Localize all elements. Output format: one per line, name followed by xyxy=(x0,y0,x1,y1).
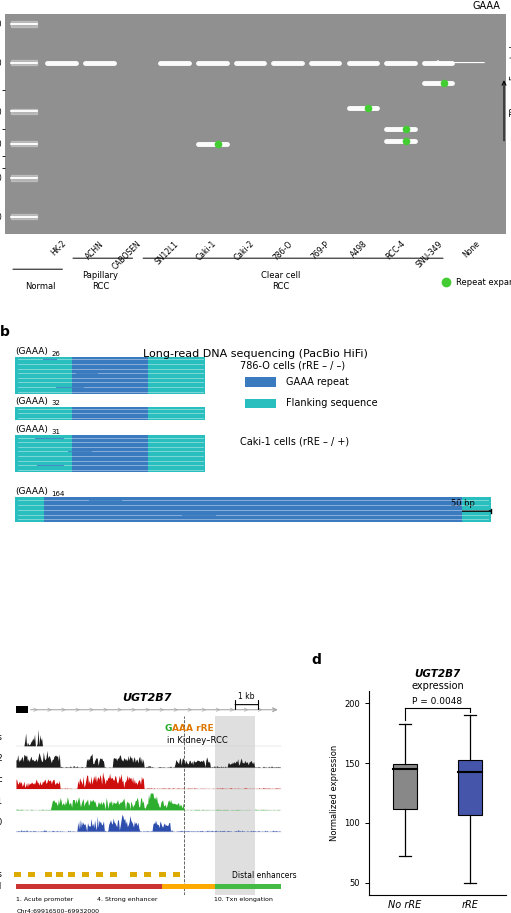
Bar xyxy=(158,873,166,877)
Text: SN12L1: SN12L1 xyxy=(154,239,181,266)
Text: 1 kb: 1 kb xyxy=(238,691,255,700)
Bar xyxy=(245,399,275,408)
Bar xyxy=(392,764,417,809)
Text: None: None xyxy=(462,239,482,259)
Bar xyxy=(162,884,215,888)
Text: Clear cell
RCC: Clear cell RCC xyxy=(261,271,300,291)
Bar xyxy=(56,873,63,877)
Text: P = 0.0048: P = 0.0048 xyxy=(412,697,462,706)
Bar xyxy=(43,497,462,522)
Text: Repeat expansion: Repeat expansion xyxy=(456,278,511,287)
Text: Caki-1 cells (rRE – / +): Caki-1 cells (rRE – / +) xyxy=(241,436,350,446)
Bar xyxy=(14,873,21,877)
Text: Normal: Normal xyxy=(25,282,55,291)
Bar xyxy=(15,497,491,522)
Text: d: d xyxy=(312,653,321,667)
Text: p300: p300 xyxy=(0,818,2,827)
Y-axis label: Normalized expression: Normalized expression xyxy=(330,745,339,841)
Bar xyxy=(144,873,151,877)
Text: UGT2B7: UGT2B7 xyxy=(123,694,172,703)
Text: GAAA repeat: GAAA repeat xyxy=(286,377,349,387)
Bar xyxy=(15,436,205,472)
Bar xyxy=(64,884,162,888)
Text: H3K4me1: H3K4me1 xyxy=(0,797,2,805)
Bar xyxy=(16,706,28,713)
Text: Caki-1: Caki-1 xyxy=(195,239,219,263)
Bar xyxy=(15,357,205,394)
Bar xyxy=(72,407,148,420)
Bar xyxy=(45,873,52,877)
Bar xyxy=(28,873,35,877)
Bar xyxy=(82,873,89,877)
Text: expression: expression xyxy=(411,681,464,691)
Text: rREs: rREs xyxy=(0,732,2,741)
Text: Papillary
RCC: Papillary RCC xyxy=(82,271,118,291)
Bar xyxy=(245,377,275,387)
Text: 786-O: 786-O xyxy=(271,239,294,262)
Bar xyxy=(215,716,255,895)
Text: cCREs: cCREs xyxy=(0,870,2,879)
Text: Long-read DNA sequencing (PacBio HiFi): Long-read DNA sequencing (PacBio HiFi) xyxy=(143,349,368,359)
Text: b: b xyxy=(0,325,10,340)
Text: HK-2: HK-2 xyxy=(49,239,68,257)
Bar xyxy=(15,407,205,420)
Text: GAAA: GAAA xyxy=(472,1,500,11)
Text: H3K27ac: H3K27ac xyxy=(0,775,2,784)
Text: G: G xyxy=(164,724,172,733)
Text: 786-O cells (rRE – / –): 786-O cells (rRE – / –) xyxy=(241,361,345,371)
Text: 26: 26 xyxy=(51,351,60,357)
Text: Pol2: Pol2 xyxy=(0,754,2,763)
Bar xyxy=(72,436,148,472)
Text: RCC-4: RCC-4 xyxy=(384,239,407,262)
Text: UGT2B7: UGT2B7 xyxy=(414,669,460,679)
Bar xyxy=(110,873,118,877)
Text: 32: 32 xyxy=(51,401,60,406)
Text: CABOSEN: CABOSEN xyxy=(111,239,143,271)
Text: Flanking sequence: Flanking sequence xyxy=(286,398,377,408)
Text: 1. Acute promoter: 1. Acute promoter xyxy=(16,897,74,902)
Bar xyxy=(96,873,103,877)
Text: Caki-2: Caki-2 xyxy=(233,239,256,263)
Bar xyxy=(458,760,482,814)
Text: (GAAA): (GAAA) xyxy=(15,487,48,496)
Text: 4. Strong enhancer: 4. Strong enhancer xyxy=(97,897,157,902)
Text: AAA rRE: AAA rRE xyxy=(172,724,214,733)
Bar xyxy=(130,873,137,877)
Bar xyxy=(67,873,75,877)
Text: (GAAA): (GAAA) xyxy=(15,425,48,435)
Bar xyxy=(215,884,281,888)
Text: 50 bp: 50 bp xyxy=(451,499,475,509)
Bar xyxy=(173,873,180,877)
Text: 769-P: 769-P xyxy=(310,239,332,261)
Text: ACHN: ACHN xyxy=(84,239,106,261)
Text: 164: 164 xyxy=(51,490,64,497)
Text: (GAAA): (GAAA) xyxy=(15,347,48,356)
Text: Distal enhancers: Distal enhancers xyxy=(233,870,297,879)
Text: TR: TR xyxy=(509,107,511,117)
Text: SNU-349: SNU-349 xyxy=(414,239,445,269)
Bar xyxy=(72,357,148,394)
Bar xyxy=(16,884,64,888)
Text: 10. Txn elongation: 10. Txn elongation xyxy=(214,897,273,902)
Text: Expected: Expected xyxy=(509,45,511,80)
Text: A498: A498 xyxy=(349,239,369,259)
Text: Chr4:69916500–69932000: Chr4:69916500–69932000 xyxy=(16,909,100,913)
Text: ChromHMM: ChromHMM xyxy=(0,882,2,891)
Text: 31: 31 xyxy=(51,429,60,435)
Text: in Kidney–RCC: in Kidney–RCC xyxy=(167,736,228,745)
Text: (GAAA): (GAAA) xyxy=(15,397,48,405)
